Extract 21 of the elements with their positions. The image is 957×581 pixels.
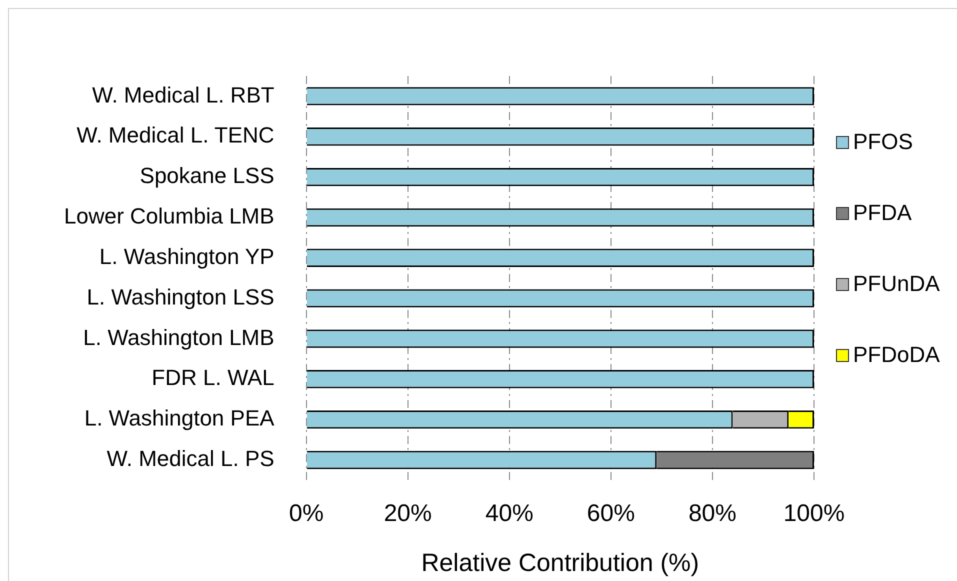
y-tick-label: W. Medical L. RBT [92,82,274,108]
x-tick-label: 80% [688,500,736,528]
x-tick-label: 20% [384,500,432,528]
y-tick-label: W. Medical L. PS [106,446,274,472]
x-tick-label: 0% [288,500,324,528]
x-tick-label: 100% [783,500,845,528]
y-tick-label: L. Washington LMB [83,324,274,350]
x-axis-title: Relative Contribution (%) [421,548,700,577]
x-tick-label: 40% [485,500,534,528]
y-tick-label: L. Washington PEA [84,406,275,431]
y-tick-label: W. Medical L. TENC [76,122,274,148]
y-tick-label: L. Washington LSS [86,284,274,310]
legend-label: PFDA [853,200,912,226]
y-tick-label: Spokane LSS [140,163,274,188]
legend-label: PFDoDA [853,342,940,368]
y-tick-label: Lower Columbia LMB [64,204,274,229]
x-tick-label: 60% [586,500,635,528]
y-tick-label: L. Washington YP [99,244,274,269]
legend-label: PFUnDA [853,271,940,297]
y-tick-label: FDR L. WAL [152,365,274,390]
legend-label: PFOS [853,129,913,155]
